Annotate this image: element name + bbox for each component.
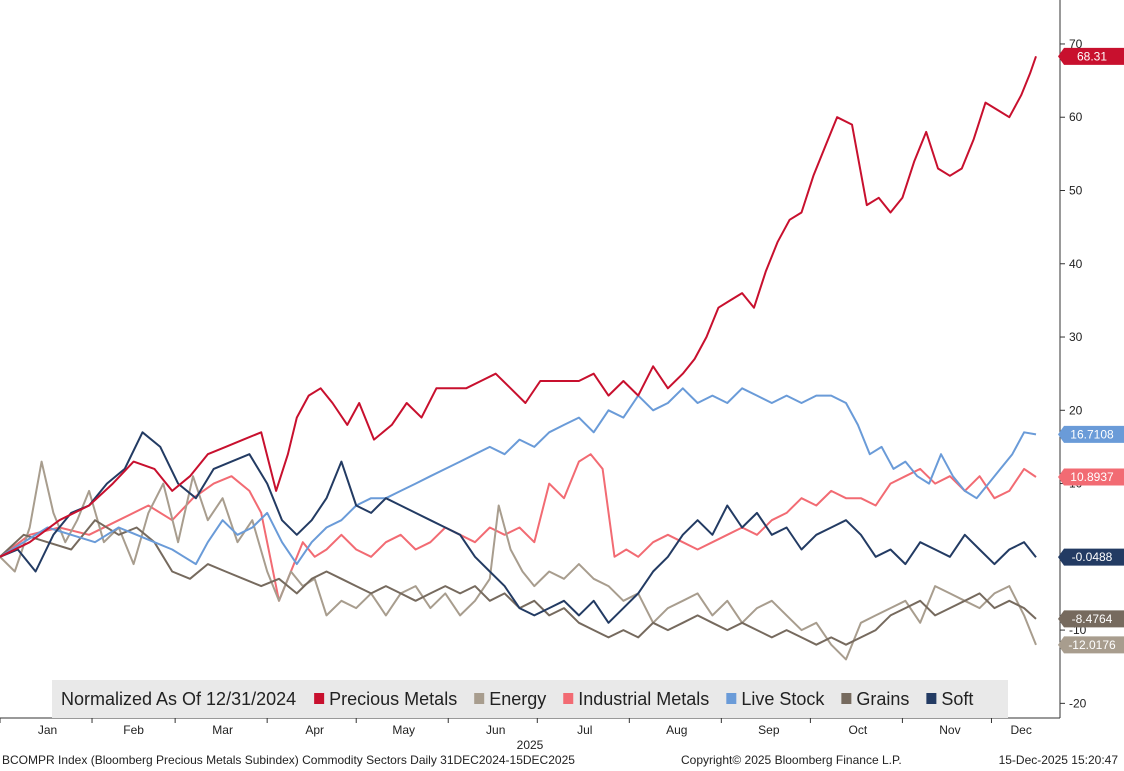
legend-entry: Precious Metals xyxy=(314,689,457,709)
data-label: 68.31 xyxy=(1077,49,1107,63)
y-tick-label: 30 xyxy=(1069,330,1083,344)
y-tick-label: 50 xyxy=(1069,183,1083,197)
x-tick-label: May xyxy=(392,723,415,737)
legend-entry: Live Stock xyxy=(726,689,825,709)
legend-label: Grains xyxy=(856,689,909,709)
badge-shape xyxy=(1058,636,1124,654)
axes: -20-10010203040506070JanFebMarAprMayJunJ… xyxy=(0,0,1087,752)
y-tick-label: 70 xyxy=(1069,37,1083,51)
legend-swatch xyxy=(314,693,325,704)
badge-shape xyxy=(1058,610,1124,628)
x-tick-label: Mar xyxy=(212,723,233,737)
badge-shape xyxy=(1058,47,1124,65)
last-value-badges: 68.31 16.7108 10.8937 -0.0488 -8.4764 -12.017… xyxy=(1058,47,1124,654)
legend-swatch xyxy=(726,693,737,704)
y-tick-label: 60 xyxy=(1069,110,1083,124)
x-tick-label: Nov xyxy=(939,723,960,737)
footer-timestamp: 15-Dec-2025 15:20:47 xyxy=(998,753,1118,767)
series-line xyxy=(0,55,1037,558)
last-value-badge: 16.7108 xyxy=(1058,425,1124,443)
legend-label: Precious Metals xyxy=(329,689,457,709)
x-tick-label: Apr xyxy=(305,723,324,737)
series-line xyxy=(0,387,1037,566)
last-value-badge: -0.0488 xyxy=(1058,548,1124,566)
series-line xyxy=(0,431,1037,624)
legend-label: Industrial Metals xyxy=(578,689,709,709)
badge-shape xyxy=(1058,425,1124,443)
legend-entry: Industrial Metals xyxy=(563,689,709,709)
x-tick-label: Sep xyxy=(758,723,780,737)
legend-label: Soft xyxy=(941,689,973,709)
legend-entry: Grains xyxy=(841,689,909,709)
legend-entry: Soft xyxy=(926,689,973,709)
last-value-badge: 10.8937 xyxy=(1058,468,1124,486)
legend-swatch xyxy=(563,693,574,704)
legend-swatch xyxy=(841,693,852,704)
x-tick-label: Jun xyxy=(486,723,505,737)
series-lines xyxy=(0,55,1037,661)
legend-label: Energy xyxy=(489,689,546,709)
x-tick-label: Dec xyxy=(1010,723,1031,737)
data-label: -12.0176 xyxy=(1068,638,1116,652)
series-line xyxy=(0,453,1037,602)
series-line xyxy=(0,460,1037,661)
data-label: 10.8937 xyxy=(1070,470,1114,484)
last-value-badge: -8.4764 xyxy=(1058,610,1124,628)
x-tick-label: Jul xyxy=(577,723,592,737)
badge-shape xyxy=(1058,468,1124,486)
series-line xyxy=(0,519,1037,646)
legend-title: Normalized As Of 12/31/2024 xyxy=(61,689,296,709)
data-label: 16.7108 xyxy=(1070,427,1114,441)
x-tick-label: Jan xyxy=(38,723,57,737)
y-tick-label: 20 xyxy=(1069,403,1083,417)
data-label: -0.0488 xyxy=(1072,550,1113,564)
legend-swatch xyxy=(474,693,485,704)
last-value-badge: -12.0176 xyxy=(1058,636,1124,654)
x-tick-label: Feb xyxy=(123,723,144,737)
data-label: -8.4764 xyxy=(1072,612,1113,626)
y-tick-label: -20 xyxy=(1069,696,1087,710)
last-value-badge: 68.31 xyxy=(1058,47,1124,65)
y-tick-label: 40 xyxy=(1069,257,1083,271)
x-tick-label: Oct xyxy=(849,723,868,737)
footer-source: BCOMPR Index (Bloomberg Precious Metals … xyxy=(2,753,575,767)
footer-copyright: Copyright© 2025 Bloomberg Finance L.P. xyxy=(681,753,902,767)
legend-label: Live Stock xyxy=(741,689,825,709)
legend-swatch xyxy=(926,693,937,704)
x-axis-title: 2025 xyxy=(517,738,544,752)
legend: Normalized As Of 12/31/2024 Precious Meta… xyxy=(52,680,1008,718)
legend-entry: Energy xyxy=(474,689,546,709)
x-tick-label: Aug xyxy=(666,723,687,737)
badge-shape xyxy=(1058,548,1124,566)
